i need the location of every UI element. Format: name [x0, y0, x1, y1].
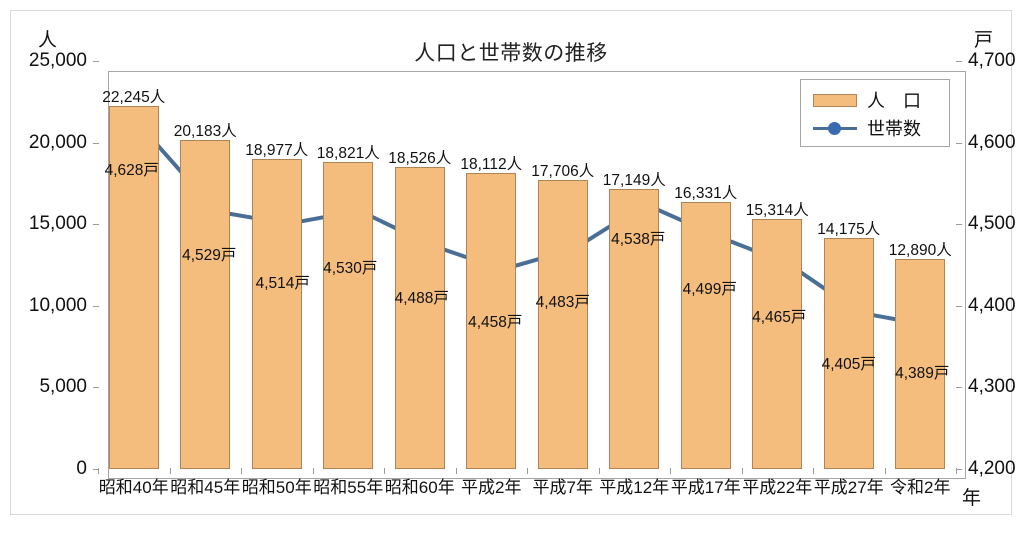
population-bar	[895, 258, 946, 469]
population-bar	[680, 202, 731, 469]
population-bar	[323, 161, 374, 469]
right-axis-tick-label: 4,700	[968, 50, 1016, 71]
legend-item-population: 人 口	[809, 86, 941, 114]
population-data-label: 17,149人	[602, 172, 666, 190]
legend-label-households: 世帯数	[867, 119, 921, 139]
legend-line-swatch-icon	[813, 121, 857, 135]
axis-tick-mark	[956, 61, 962, 62]
x-axis-tick-label: 平成2年	[461, 478, 522, 497]
chart-frame: 人 戸 年 人口と世帯数の推移 0 5,000 10,000 15,000 20,000…	[10, 10, 1016, 515]
axis-tick-mark	[956, 142, 962, 144]
axis-tick-mark	[93, 387, 99, 389]
legend-item-households: 世帯数	[809, 114, 941, 142]
population-data-label: 22,245人	[102, 88, 166, 106]
x-axis-tick-label: 昭和40年	[98, 478, 169, 497]
household-data-label: 4,530戸	[323, 259, 378, 277]
x-axis-tick-mark	[956, 468, 957, 474]
axis-tick-mark	[93, 61, 99, 62]
household-data-label: 4,538戸	[611, 231, 666, 249]
population-data-label: 15,314人	[745, 202, 809, 220]
x-axis-tick-label: 平成7年	[532, 478, 593, 497]
x-axis-tick-label: 昭和50年	[241, 478, 312, 497]
household-data-label: 4,405戸	[821, 355, 876, 373]
left-axis-tick-label: 5,000	[39, 376, 87, 398]
x-axis-tick-mark	[813, 468, 814, 474]
x-axis-tick-mark	[241, 468, 242, 474]
x-axis-tick-label: 昭和60年	[384, 478, 455, 497]
right-axis-tick-label: 4,500	[968, 213, 1016, 235]
household-data-label: 4,499戸	[682, 281, 737, 299]
population-data-label: 12,890人	[888, 241, 952, 259]
x-axis-tick-label: 平成12年	[599, 478, 670, 497]
left-axis-unit-label: 人	[38, 30, 58, 51]
household-data-label: 4,529戸	[182, 246, 237, 264]
x-axis-tick-mark	[384, 468, 385, 474]
left-axis-tick-label: 15,000	[28, 213, 87, 235]
axis-tick-mark	[956, 305, 962, 307]
x-axis-labels: 昭和40年 昭和45年 昭和50年 昭和55年 昭和60年 平成2年 平成7年 平成12年 平成…	[98, 468, 957, 499]
population-data-label: 14,175人	[817, 220, 881, 238]
x-axis-tick-label: 平成22年	[742, 478, 813, 497]
household-data-label: 4,483戸	[535, 294, 590, 312]
axis-tick-mark	[93, 224, 99, 226]
x-axis-tick-label: 平成17年	[670, 478, 741, 497]
household-data-label: 4,514戸	[255, 274, 310, 292]
x-axis-tick-mark	[98, 468, 99, 474]
axis-tick-mark	[93, 142, 99, 144]
right-axis-tick-label: 4,400	[968, 294, 1016, 316]
x-axis-tick-label: 昭和45年	[170, 478, 241, 497]
right-axis-tick-label: 4,300	[968, 376, 1016, 398]
legend-label-population: 人 口	[867, 91, 921, 111]
left-axis-tick-label: 10,000	[28, 294, 87, 316]
household-data-label: 4,389戸	[895, 364, 950, 382]
population-data-label: 18,112人	[460, 156, 523, 174]
left-axis-tick-label: 0	[76, 458, 87, 479]
left-axis-tick-label: 20,000	[28, 131, 87, 153]
household-data-label: 4,465戸	[752, 308, 807, 326]
population-bar	[108, 105, 159, 469]
population-data-label: 20,183人	[173, 122, 237, 140]
x-axis-tick-mark	[741, 468, 743, 474]
x-axis-tick-mark	[670, 468, 671, 474]
right-axis-unit-label: 戸	[973, 30, 993, 51]
right-axis-tick-label: 4,600	[968, 131, 1016, 153]
population-bar	[394, 166, 445, 469]
x-axis-tick-mark	[455, 468, 457, 474]
population-bar	[537, 180, 588, 469]
population-bar	[466, 173, 517, 469]
x-axis-tick-mark	[884, 468, 886, 474]
population-bar	[752, 219, 803, 469]
household-data-label: 4,458戸	[468, 314, 523, 332]
x-axis-tick-mark	[598, 468, 600, 474]
x-axis-tick-mark	[169, 468, 171, 474]
population-bar	[823, 237, 874, 469]
x-axis-unit-label: 年	[961, 488, 981, 509]
population-bar	[251, 159, 302, 469]
axis-tick-mark	[93, 469, 99, 470]
population-data-label: 18,977人	[245, 142, 309, 160]
household-data-label: 4,488戸	[394, 289, 449, 307]
x-axis-tick-mark	[527, 468, 528, 474]
x-axis-tick-label: 平成27年	[813, 478, 884, 497]
population-bar	[609, 189, 660, 469]
axis-tick-mark	[956, 387, 962, 389]
population-bar	[180, 139, 231, 469]
axis-tick-mark	[956, 224, 962, 226]
right-axis-tick-label: 4,200	[968, 458, 1016, 479]
x-axis-tick-mark	[312, 468, 314, 474]
x-axis-tick-label: 昭和55年	[313, 478, 384, 497]
population-data-label: 16,331人	[674, 185, 738, 203]
chart-legend: 人 口 世帯数	[800, 79, 950, 147]
population-data-label: 18,526人	[388, 149, 452, 167]
left-axis-tick-label: 25,000	[28, 50, 87, 71]
chart-title: 人口と世帯数の推移	[414, 42, 608, 65]
population-data-label: 17,706人	[531, 163, 595, 181]
x-axis-tick-label: 令和2年	[890, 478, 951, 497]
household-data-label: 4,628戸	[104, 161, 159, 179]
population-data-label: 18,821人	[316, 144, 380, 162]
axis-tick-mark	[956, 469, 962, 470]
legend-bar-swatch-icon	[813, 93, 857, 107]
axis-tick-mark	[93, 305, 99, 307]
